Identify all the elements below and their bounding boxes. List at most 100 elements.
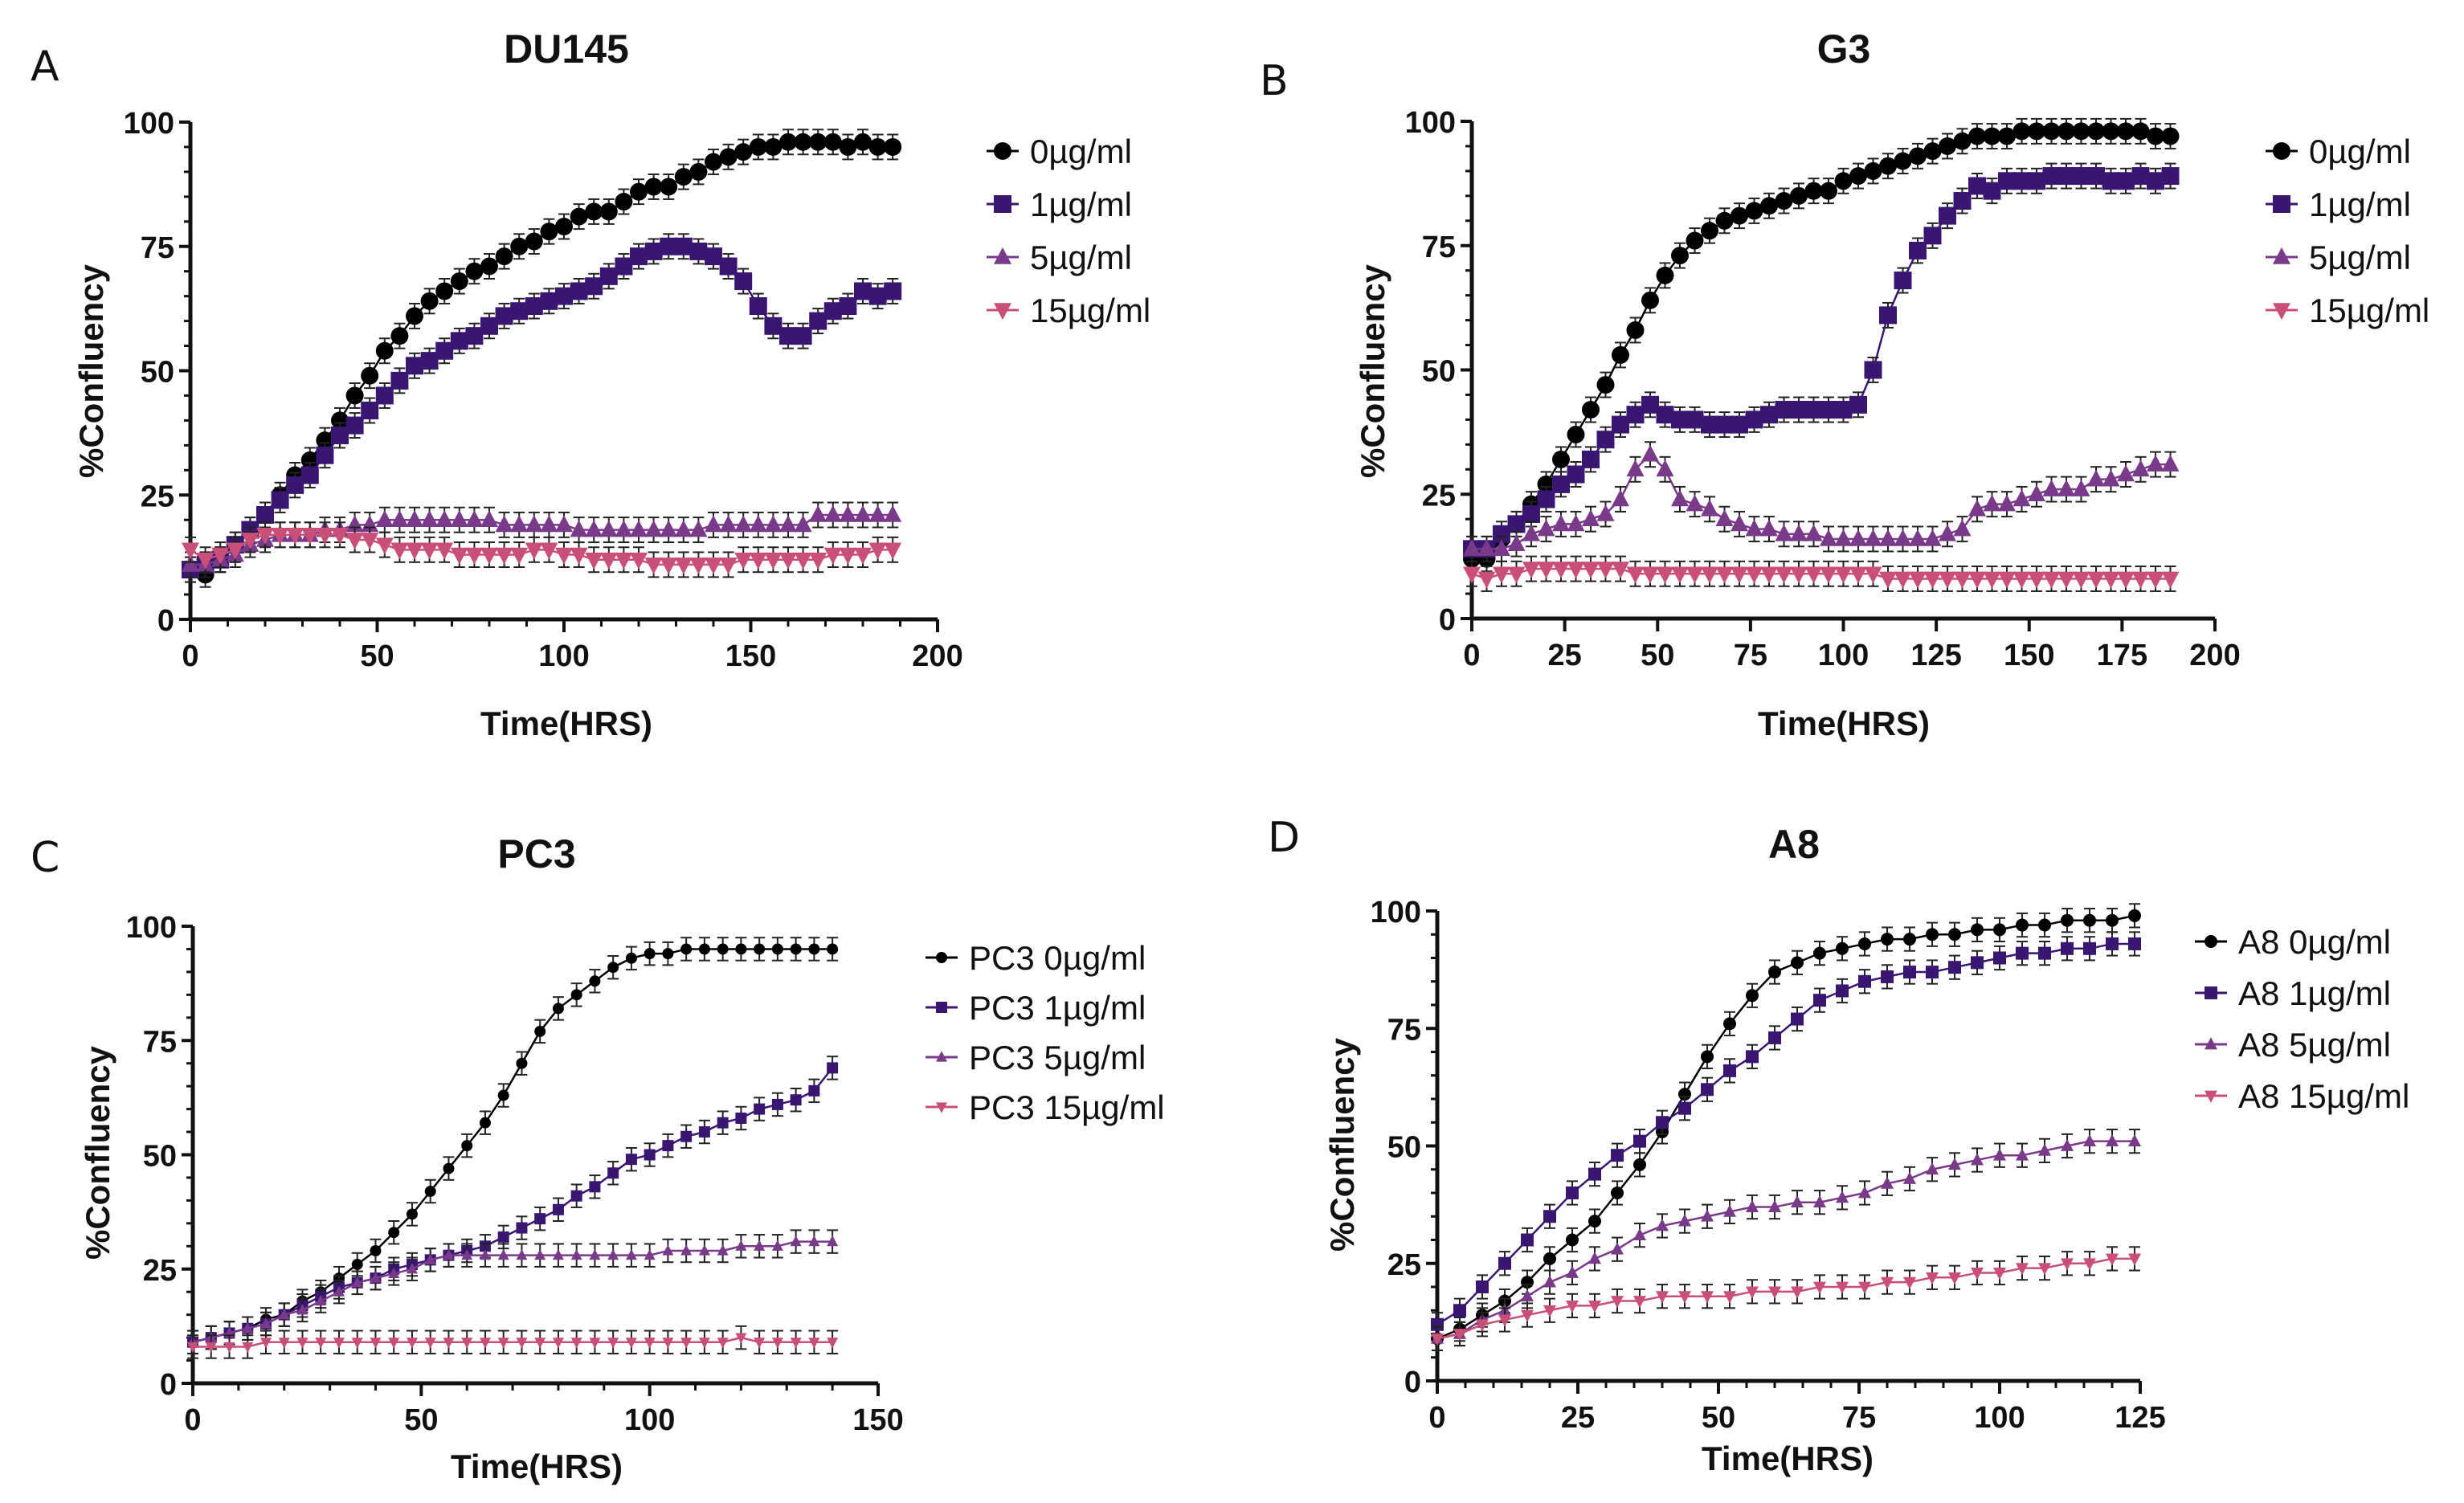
marker-triangle-up — [674, 520, 693, 537]
marker-square — [680, 1130, 693, 1142]
marker-square — [1431, 1317, 1444, 1331]
marker-circle — [754, 943, 766, 955]
x-tick-label: 200 — [912, 639, 962, 673]
marker-square — [495, 307, 513, 325]
marker-triangle-down — [674, 557, 693, 575]
marker-circle — [300, 451, 319, 469]
marker-triangle-up — [1552, 514, 1570, 532]
marker-triangle-up — [315, 1294, 327, 1306]
marker-square — [1834, 401, 1853, 419]
marker-triangle-down — [1864, 566, 1882, 584]
marker-triangle-up — [2147, 455, 2164, 472]
marker-triangle-down — [1463, 566, 1481, 584]
marker-square — [1939, 206, 1956, 225]
marker-triangle-up — [936, 1051, 947, 1062]
marker-square — [1926, 966, 1939, 979]
marker-circle — [1566, 1233, 1579, 1247]
marker-triangle-down — [599, 552, 618, 570]
marker-triangle-down — [510, 547, 529, 565]
marker-circle — [420, 292, 439, 310]
marker-circle — [570, 989, 582, 1001]
marker-triangle-up — [242, 1322, 254, 1334]
marker-triangle-up — [1939, 524, 1956, 541]
marker-square — [808, 1084, 820, 1097]
marker-square — [1894, 272, 1912, 290]
marker-square — [2161, 167, 2180, 186]
y-tick-label: 25 — [141, 480, 174, 513]
marker-triangle-down — [823, 547, 842, 565]
marker-square — [764, 317, 783, 335]
marker-triangle-up — [680, 1244, 693, 1256]
marker-triangle-down — [1760, 566, 1778, 584]
marker-triangle-down — [1909, 571, 1927, 589]
marker-square — [749, 297, 767, 316]
marker-triangle-down — [1948, 1272, 1961, 1285]
marker-square — [644, 1149, 656, 1161]
marker-triangle-up — [406, 510, 423, 527]
marker-circle — [1879, 157, 1897, 175]
marker-square — [1971, 956, 1984, 970]
x-tick-label: 75 — [1842, 1401, 1876, 1435]
marker-triangle-up — [1791, 1195, 1804, 1208]
marker-triangle-down — [994, 303, 1011, 321]
marker-triangle-down — [420, 542, 439, 560]
marker-square — [465, 327, 484, 345]
marker-triangle-up — [698, 1244, 710, 1256]
marker-triangle-up — [868, 504, 887, 522]
marker-triangle-up — [1881, 1176, 1894, 1189]
marker-triangle-down — [936, 1102, 947, 1113]
marker-triangle-up — [1611, 1242, 1624, 1255]
marker-triangle-down — [390, 542, 409, 560]
plot-area: 0 25 50 75 100 0 25 50 75 100 125 — [1371, 896, 2166, 1435]
marker-circle — [1686, 231, 1704, 250]
marker-square — [361, 402, 379, 420]
marker-circle — [1537, 475, 1555, 493]
marker-triangle-down — [1626, 566, 1645, 584]
marker-triangle-up — [705, 515, 722, 533]
marker-square — [1476, 1280, 1489, 1293]
marker-circle — [698, 943, 710, 955]
marker-circle — [1656, 266, 1674, 284]
marker-square — [510, 302, 529, 321]
marker-triangle-up — [1701, 1209, 1714, 1222]
panel-letter: D — [1268, 814, 1300, 862]
series-line — [192, 1240, 833, 1344]
marker-triangle-down — [1552, 562, 1570, 579]
marker-circle — [1671, 247, 1689, 265]
marker-triangle-up — [1626, 459, 1645, 477]
marker-circle — [1723, 1017, 1736, 1031]
marker-circle — [2102, 122, 2120, 141]
x-tick-label: 200 — [2189, 639, 2240, 672]
marker-triangle-down — [516, 1338, 528, 1349]
marker-triangle-down — [300, 527, 319, 545]
chart-title: PC3 — [497, 831, 575, 876]
marker-circle — [525, 232, 543, 251]
marker-circle — [615, 193, 633, 211]
marker-square — [480, 317, 498, 335]
x-tick-label: 50 — [1641, 639, 1674, 672]
marker-triangle-down — [1537, 562, 1555, 579]
series-0 — [187, 937, 839, 1355]
marker-triangle-down — [495, 547, 513, 565]
marker-triangle-down — [241, 533, 259, 550]
marker-square — [345, 416, 364, 435]
marker-triangle-up — [534, 1248, 546, 1260]
marker-circle — [2038, 918, 2051, 932]
marker-triangle-up — [461, 1248, 473, 1260]
marker-circle — [1881, 933, 1894, 946]
x-tick-label: 0 — [1463, 639, 1480, 672]
marker-circle — [1596, 376, 1615, 394]
marker-circle — [884, 137, 902, 156]
marker-circle — [771, 943, 783, 955]
marker-triangle-down — [1596, 562, 1615, 579]
marker-circle — [705, 153, 722, 171]
marker-square — [1543, 1210, 1556, 1223]
marker-triangle-up — [754, 1240, 766, 1251]
marker-triangle-down — [1507, 566, 1526, 584]
marker-triangle-down — [2131, 571, 2150, 589]
marker-circle — [1864, 161, 1882, 180]
marker-square — [2273, 195, 2290, 213]
marker-square — [599, 267, 618, 285]
panel-b: B G3 Time(HRS) %Confluency 0 25 50 75 100 0 25… — [1260, 27, 2429, 742]
x-axis-label: Time(HRS) — [480, 705, 652, 742]
